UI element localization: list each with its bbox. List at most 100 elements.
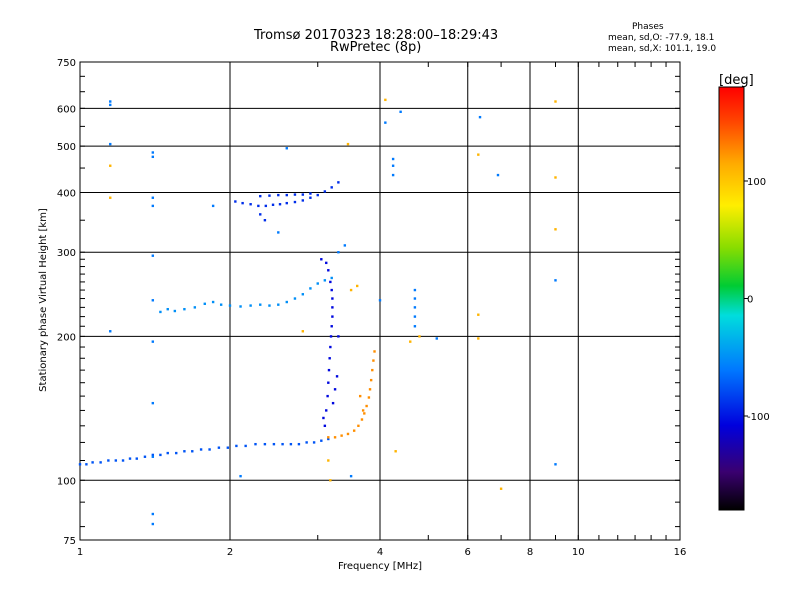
data-point [413, 325, 417, 328]
data-point [320, 439, 323, 442]
data-point [264, 204, 268, 208]
data-point [360, 418, 364, 421]
y-tick-label: 750 [57, 58, 76, 69]
y-tick-label: 100 [57, 476, 76, 487]
series-e-region-trace [78, 437, 330, 466]
data-point [329, 335, 333, 338]
y-tick-label: 300 [57, 248, 76, 259]
data-point [193, 306, 197, 309]
data-point [78, 463, 82, 466]
chart-title: Tromsø 20170323 18:28:00–18:29:43 [254, 28, 499, 43]
legend-line-o: mean, sd,O: -77.9, 18.1 [608, 33, 715, 43]
data-point [285, 300, 288, 304]
data-point [151, 196, 155, 199]
data-point [327, 436, 330, 439]
data-point [203, 302, 206, 305]
data-point [121, 459, 125, 462]
data-point [257, 204, 260, 208]
data-point [477, 313, 480, 316]
data-point [372, 359, 375, 362]
data-point [151, 453, 155, 457]
data-point [394, 450, 397, 453]
data-point [135, 457, 138, 460]
data-point [435, 337, 438, 340]
data-point [109, 103, 112, 107]
data-point [234, 200, 237, 203]
data-point [183, 307, 186, 311]
data-point [159, 310, 162, 314]
data-point [259, 194, 262, 198]
data-point [327, 459, 330, 462]
data-point [413, 315, 417, 318]
data-point [554, 228, 557, 231]
data-point [249, 203, 252, 206]
series-f1-cusp-o-mode [320, 258, 340, 428]
data-point [175, 451, 178, 455]
data-point [301, 199, 305, 202]
data-point [151, 299, 155, 302]
data-point [173, 309, 177, 313]
series-x-mode-trace [327, 350, 376, 439]
data-point [277, 303, 280, 306]
data-point [309, 192, 312, 195]
data-point [323, 279, 327, 282]
data-point [337, 335, 340, 338]
data-point [391, 164, 395, 167]
data-point [477, 337, 480, 340]
axis-ticks: 1 2 4 6 8 10 16 75 100 200 300 400 500 600 750 [57, 58, 686, 558]
data-point [554, 100, 557, 103]
data-point [331, 401, 335, 405]
data-point [322, 416, 325, 420]
data-point [151, 155, 155, 159]
data-point [349, 474, 353, 478]
data-point [254, 442, 257, 446]
chart-subtitle: RwPretec (8p) [330, 40, 422, 55]
data-point [239, 305, 242, 308]
data-point [343, 244, 347, 247]
data-point [327, 269, 330, 272]
data-point [357, 424, 360, 428]
series-f-trace-380-km [234, 181, 340, 222]
series-positive-phase-echoes [109, 98, 557, 490]
colorbar-tick-label: -100 [747, 412, 770, 423]
data-point [211, 204, 215, 208]
data-point [316, 193, 319, 197]
data-point [268, 194, 271, 197]
data-point [365, 404, 368, 408]
data-point [329, 345, 332, 349]
data-point [413, 288, 417, 292]
data-point [99, 461, 102, 464]
data-point [281, 442, 284, 446]
data-point [285, 201, 288, 205]
data-point [109, 100, 112, 103]
colorbar-tick-label: 0 [747, 295, 753, 306]
data-point [143, 455, 147, 458]
data-point [271, 203, 275, 206]
data-point [327, 381, 330, 384]
data-point [159, 453, 162, 457]
data-point [330, 325, 333, 328]
data-point [328, 357, 331, 360]
x-tick-label: 1 [77, 547, 83, 558]
data-point [333, 388, 337, 391]
data-point [330, 276, 333, 280]
data-point [409, 340, 412, 343]
x-tick-label: 16 [674, 547, 687, 558]
data-point [326, 394, 329, 398]
data-point [384, 98, 387, 102]
data-point [293, 200, 297, 204]
data-point [391, 157, 395, 161]
data-point [391, 173, 395, 177]
y-tick-label: 600 [57, 104, 76, 115]
data-point [327, 368, 331, 372]
data-point [333, 436, 337, 439]
data-point [259, 213, 262, 216]
data-point [219, 303, 223, 306]
data-point [272, 442, 276, 446]
data-point [330, 288, 333, 292]
y-tick-label: 200 [57, 332, 76, 343]
data-point [301, 330, 305, 333]
data-point [226, 446, 230, 449]
legend-title: Phases [632, 22, 664, 32]
